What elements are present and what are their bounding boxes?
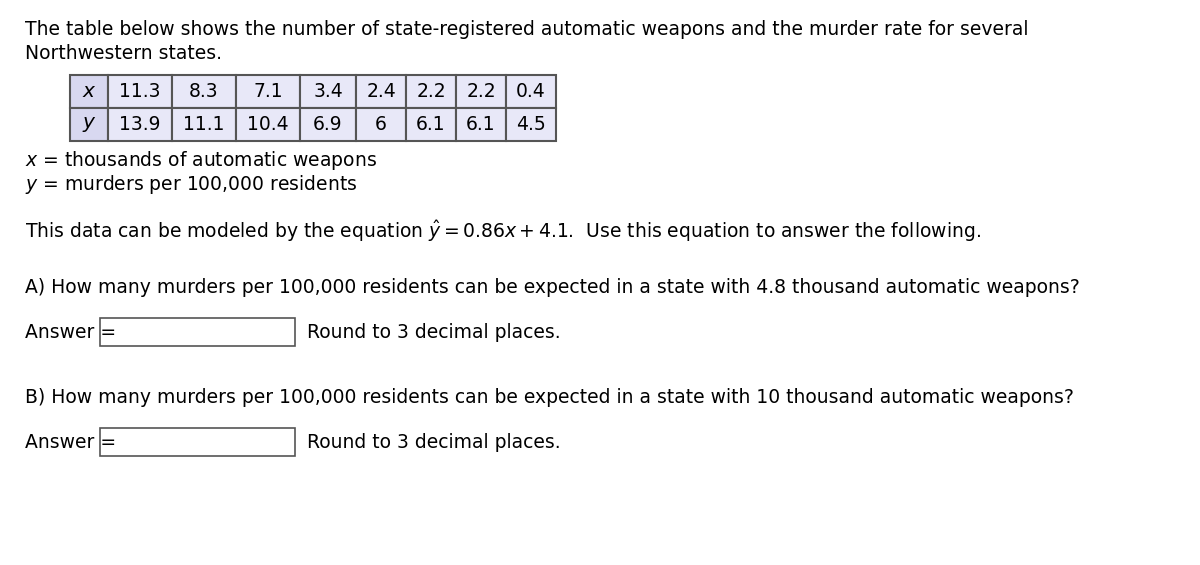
- Bar: [236, 75, 300, 108]
- Text: 4.5: 4.5: [516, 115, 546, 134]
- Bar: [506, 75, 556, 108]
- Text: 2.2: 2.2: [466, 82, 496, 101]
- Text: 8.3: 8.3: [190, 82, 218, 101]
- Bar: [300, 108, 356, 141]
- Text: Northwestern states.: Northwestern states.: [25, 44, 222, 63]
- Text: $y$: $y$: [82, 115, 96, 134]
- Text: 3.4: 3.4: [313, 82, 343, 101]
- Text: 11.3: 11.3: [119, 82, 161, 101]
- Text: Round to 3 decimal places.: Round to 3 decimal places.: [307, 323, 560, 341]
- Text: 7.1: 7.1: [253, 82, 283, 101]
- Text: 2.2: 2.2: [416, 82, 446, 101]
- Bar: [100, 318, 295, 346]
- Text: 10.4: 10.4: [247, 115, 289, 134]
- Bar: [108, 75, 172, 108]
- Text: This data can be modeled by the equation $\hat{y} = 0.86x + 4.1$.  Use this equa: This data can be modeled by the equation…: [25, 218, 982, 244]
- Text: B) How many murders per 100,000 residents can be expected in a state with 10 tho: B) How many murders per 100,000 resident…: [25, 388, 1074, 407]
- Text: 0.4: 0.4: [516, 82, 546, 101]
- Bar: [506, 108, 556, 141]
- Text: Round to 3 decimal places.: Round to 3 decimal places.: [307, 432, 560, 451]
- Bar: [456, 75, 506, 108]
- Bar: [70, 75, 108, 108]
- Bar: [100, 428, 295, 456]
- Text: 2.4: 2.4: [366, 82, 396, 101]
- Bar: [356, 75, 406, 108]
- Bar: [70, 108, 108, 141]
- Text: A) How many murders per 100,000 residents can be expected in a state with 4.8 th: A) How many murders per 100,000 resident…: [25, 278, 1080, 297]
- Text: 6.1: 6.1: [416, 115, 446, 134]
- Bar: [300, 75, 356, 108]
- Bar: [356, 108, 406, 141]
- Text: 13.9: 13.9: [119, 115, 161, 134]
- Bar: [236, 108, 300, 141]
- Text: 11.1: 11.1: [184, 115, 224, 134]
- Bar: [456, 108, 506, 141]
- Bar: [172, 75, 236, 108]
- Bar: [406, 108, 456, 141]
- Bar: [406, 75, 456, 108]
- Text: Answer =: Answer =: [25, 323, 116, 341]
- Text: $y$ = murders per 100,000 residents: $y$ = murders per 100,000 residents: [25, 173, 358, 196]
- Text: $x$: $x$: [82, 82, 96, 101]
- Text: 6.9: 6.9: [313, 115, 343, 134]
- Bar: [172, 108, 236, 141]
- Text: 6.1: 6.1: [466, 115, 496, 134]
- Text: The table below shows the number of state-registered automatic weapons and the m: The table below shows the number of stat…: [25, 20, 1028, 39]
- Text: $x$ = thousands of automatic weapons: $x$ = thousands of automatic weapons: [25, 149, 377, 172]
- Bar: [108, 108, 172, 141]
- Text: Answer =: Answer =: [25, 432, 116, 451]
- Text: 6: 6: [376, 115, 386, 134]
